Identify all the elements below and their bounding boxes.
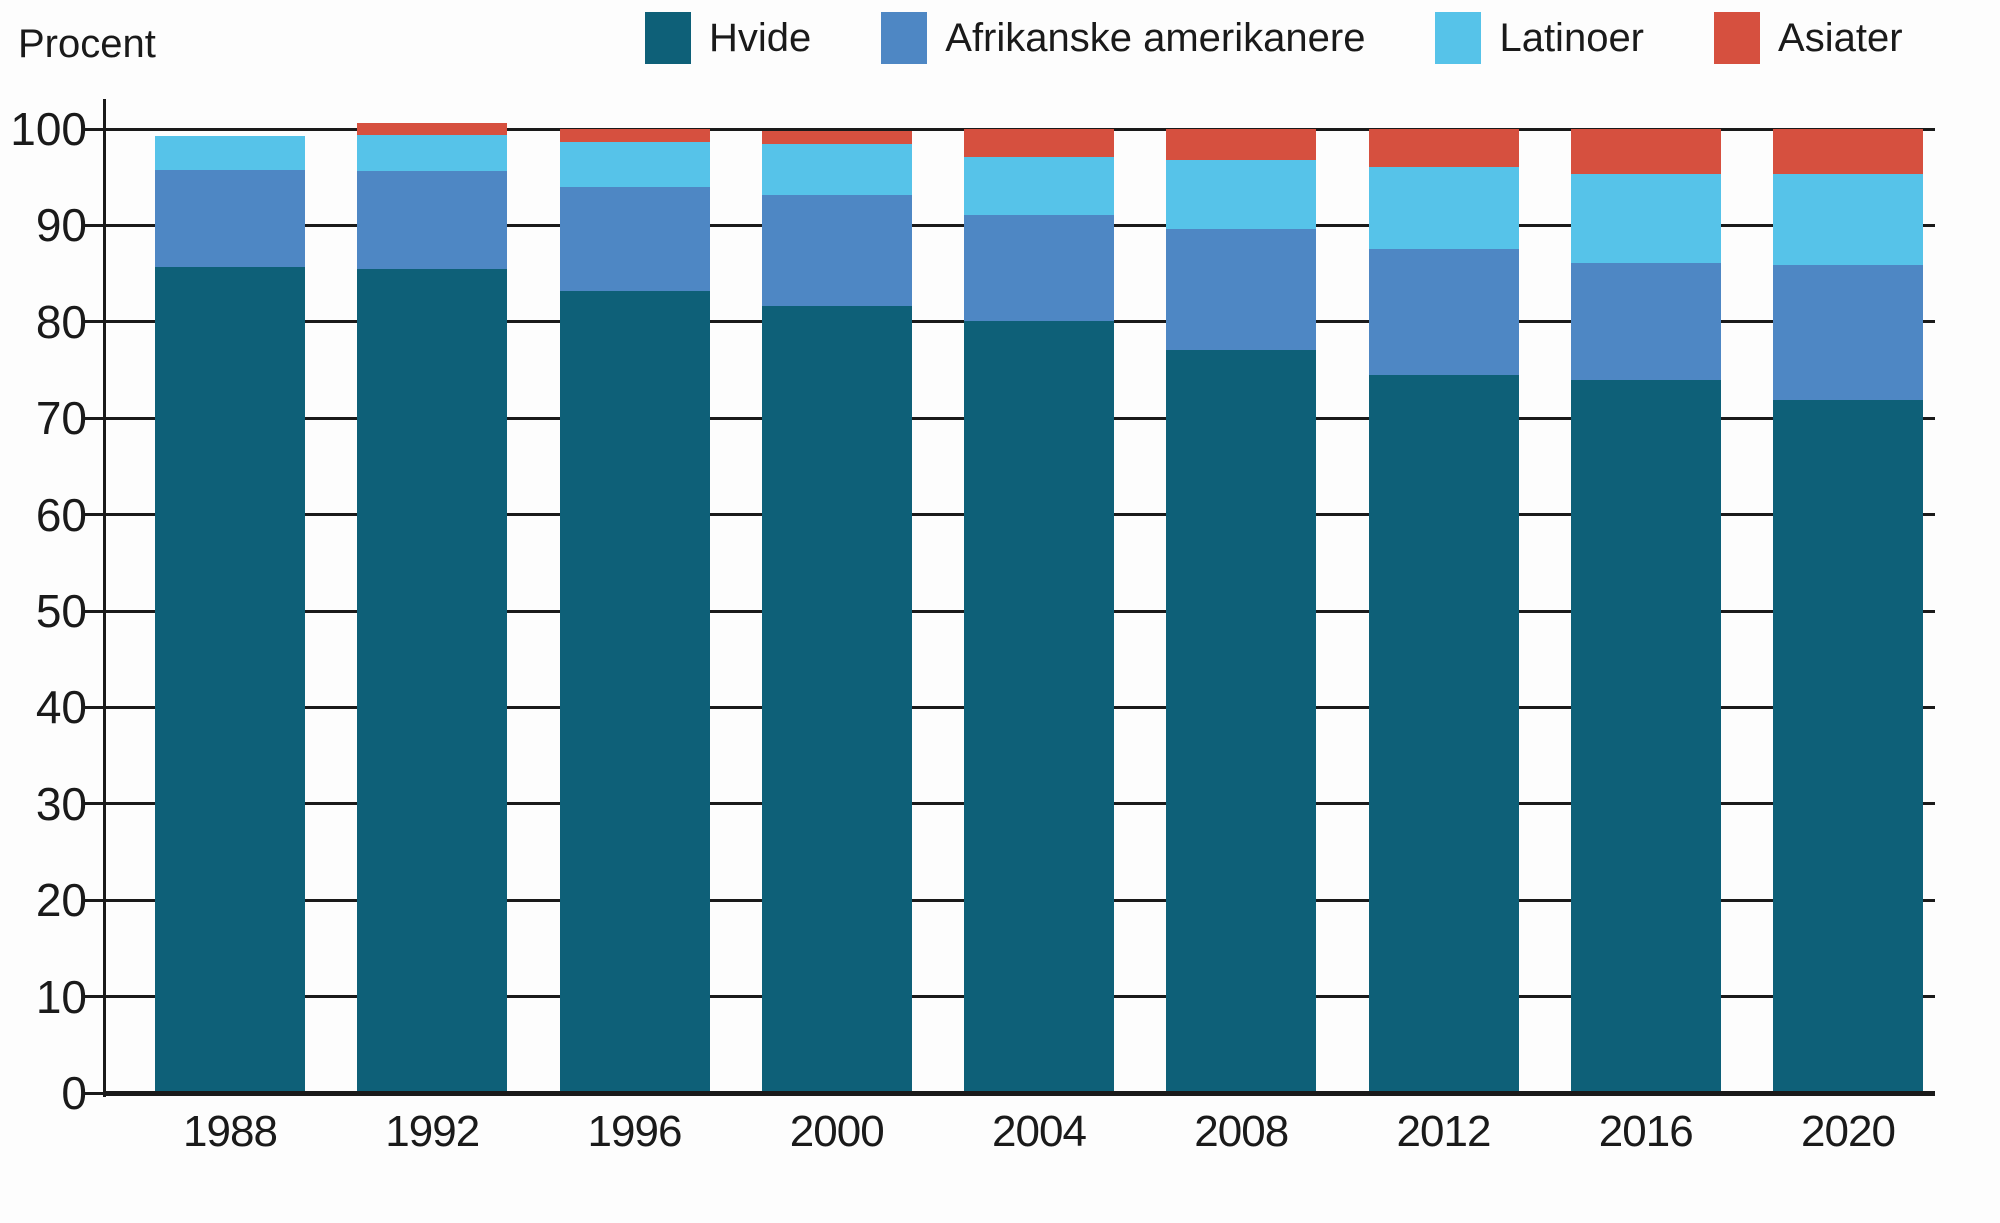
y-tick-label: 50	[35, 585, 87, 637]
x-tick-label: 2004	[992, 1107, 1087, 1156]
bar-1988	[155, 135, 305, 1093]
y-tick-mark	[85, 995, 105, 999]
x-tick-label: 1988	[183, 1107, 278, 1156]
bar-segment	[1773, 174, 1923, 265]
bar-segment	[964, 156, 1114, 215]
y-tick-mark	[85, 1091, 105, 1095]
bar-segment	[1166, 129, 1317, 160]
legend-swatch	[1435, 12, 1482, 64]
bar-segment	[559, 141, 710, 187]
legend-item: Asiater	[1714, 12, 1903, 64]
bar-1996	[559, 129, 710, 1093]
y-tick-mark	[85, 898, 105, 902]
y-tick-mark	[85, 609, 105, 613]
legend: Hvide Afrikanske amerikanere Latinoer Asiat…	[645, 6, 1903, 70]
x-tick-label: 2008	[1194, 1107, 1289, 1156]
bar-segment	[1368, 129, 1519, 167]
legend-item: Hvide	[645, 12, 811, 64]
bar-segment	[761, 130, 912, 145]
x-tick-label: 2016	[1598, 1107, 1694, 1156]
bar-segment	[761, 306, 912, 1093]
legend-label: Afrikanske amerikanere	[945, 15, 1366, 60]
bar-segment	[1773, 399, 1923, 1093]
bar-segment	[357, 134, 508, 172]
legend-label: Hvide	[709, 15, 812, 60]
bar-segment	[1368, 166, 1519, 249]
y-tick-mark	[85, 802, 105, 806]
y-tick-label: 90	[35, 199, 87, 252]
bar-2008	[1166, 129, 1317, 1093]
bar-segment	[964, 214, 1114, 321]
bar-segment	[357, 123, 508, 135]
x-tick-label: 2020	[1801, 1107, 1896, 1156]
x-axis-baseline	[105, 1090, 1935, 1096]
bar-2016	[1570, 129, 1721, 1093]
bar-segment	[1570, 263, 1721, 380]
bar-segment	[964, 129, 1114, 157]
y-tick-label: 40	[35, 681, 87, 734]
bar-segment	[1570, 174, 1721, 263]
bar-segment	[357, 268, 508, 1093]
bar-segment	[1166, 229, 1317, 350]
bar-segment	[155, 170, 305, 267]
x-tick-label: 2000	[789, 1107, 885, 1156]
y-tick-label: 10	[35, 970, 87, 1023]
y-tick-mark	[85, 223, 105, 227]
y-tick-mark	[85, 320, 105, 324]
y-tick-label: 70	[35, 392, 87, 445]
legend-label: Asiater	[1778, 15, 1903, 60]
x-tick-label: 1992	[385, 1107, 480, 1156]
bar-2004	[964, 129, 1114, 1093]
bar-segment	[1570, 379, 1721, 1093]
y-axis-line	[103, 99, 106, 1097]
y-tick-label: 100	[10, 103, 87, 155]
bar-2020	[1773, 129, 1923, 1093]
bar-segment	[1166, 159, 1317, 230]
y-axis-title: Procent	[18, 22, 156, 66]
legend-label: Latinoer	[1499, 15, 1645, 60]
legend-swatch	[881, 12, 928, 64]
x-tick-label: 1996	[587, 1107, 683, 1156]
bar-segment	[1773, 129, 1923, 175]
legend-swatch	[645, 12, 691, 64]
bar-segment	[761, 194, 912, 307]
legend-item: Afrikanske amerikanere	[881, 12, 1365, 64]
plot-area: 0 10 20 30 40 50 60 70 80 90 100 1988 1992 1996 2000 20…	[10, 99, 1935, 1156]
bar-segment	[559, 129, 710, 142]
y-tick-label: 60	[35, 488, 87, 541]
bar-segment	[1368, 374, 1519, 1093]
y-tick-mark	[85, 127, 105, 131]
bar-segment	[964, 320, 1114, 1093]
legend-swatch	[1714, 12, 1761, 64]
x-tick-label: 2012	[1396, 1107, 1492, 1156]
bar-segment	[559, 186, 710, 291]
y-tick-label: 30	[35, 777, 87, 830]
bar-segment	[155, 266, 305, 1093]
bar-segment	[559, 290, 710, 1093]
bar-segment	[1166, 349, 1317, 1093]
bar-segment	[761, 144, 912, 195]
y-tick-mark	[85, 416, 105, 420]
y-tick-label: 20	[35, 874, 87, 927]
bar-segment	[155, 135, 305, 171]
bar-2012	[1368, 129, 1519, 1093]
bar-2000	[761, 130, 912, 1093]
y-tick-mark	[85, 705, 105, 709]
bar-segment	[1570, 129, 1721, 175]
bar-1992	[357, 123, 508, 1093]
gridline	[105, 127, 1935, 131]
y-tick-mark	[85, 513, 105, 517]
bar-segment	[1368, 248, 1519, 375]
bar-segment	[1773, 264, 1923, 400]
legend-item: Latinoer	[1435, 12, 1644, 64]
y-tick-label: 0	[61, 1067, 87, 1119]
bar-segment	[357, 171, 508, 269]
y-tick-label: 80	[35, 295, 87, 348]
